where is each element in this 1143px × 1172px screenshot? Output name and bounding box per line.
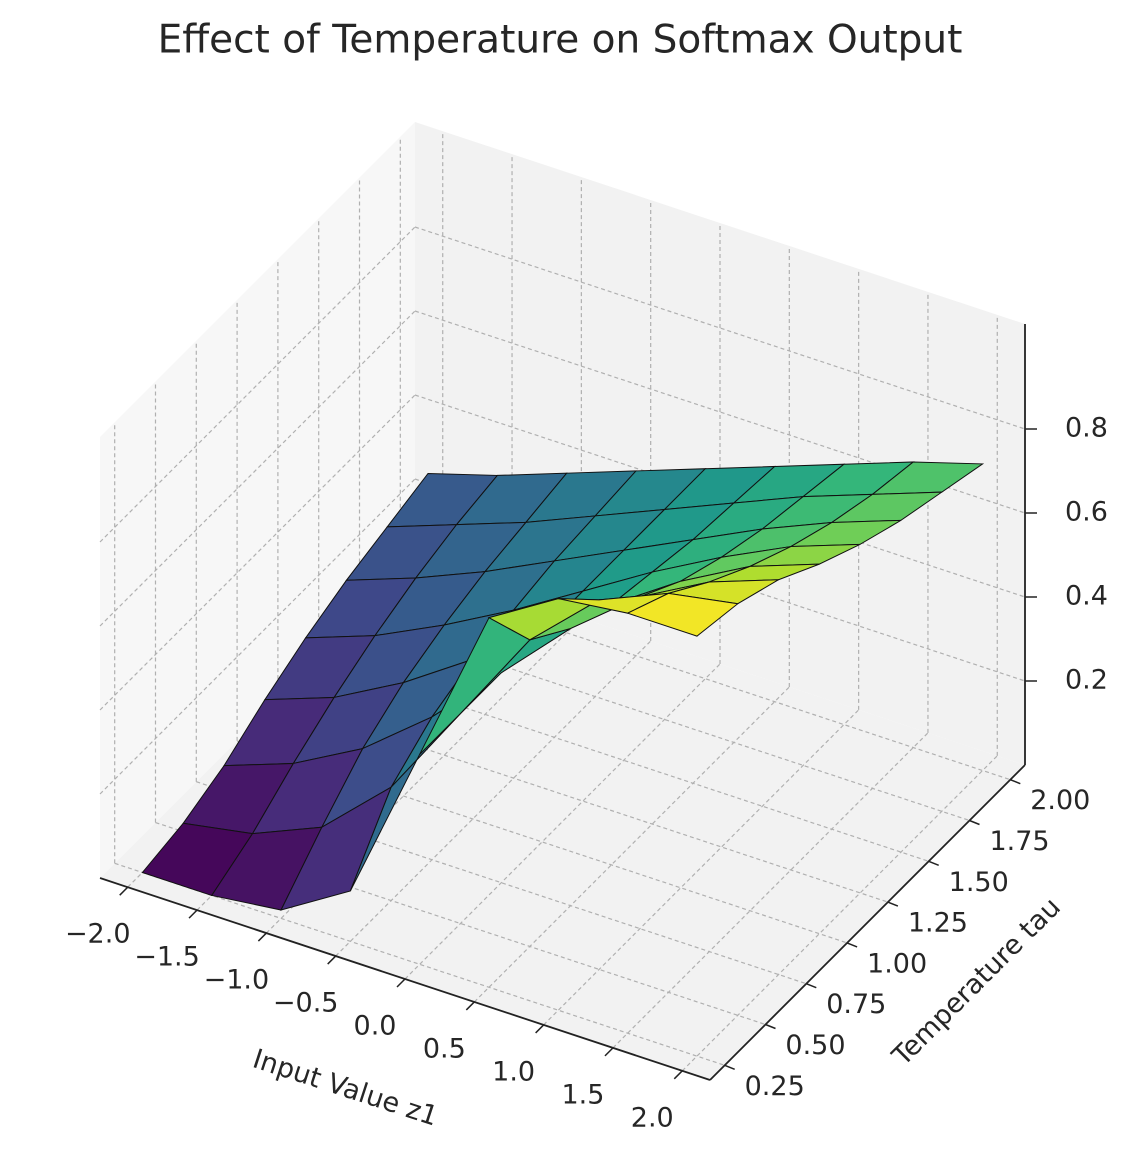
grid-line	[414, 226, 1026, 430]
grid-line	[265, 617, 582, 934]
grid-line	[99, 310, 416, 627]
x-tick-label: −1.5	[134, 942, 200, 973]
z-tick-label: 0.6	[1065, 497, 1108, 528]
x-tick-label: 0.0	[354, 1011, 397, 1042]
grid-line	[404, 663, 721, 980]
tick-mark	[465, 1001, 475, 1011]
y-tick-label: 0.50	[785, 1030, 845, 1061]
tick-mark	[846, 942, 858, 948]
chart-title: Effect of Temperature on Softmax Output	[158, 18, 963, 63]
grid-line	[99, 394, 416, 711]
tick-mark	[806, 983, 817, 989]
tick-mark	[969, 819, 980, 826]
x-tick-label: −1.0	[204, 965, 270, 996]
grid-line	[335, 640, 652, 957]
x-tick-label: 1.0	[492, 1056, 535, 1087]
z-tick-label: 0.8	[1065, 413, 1108, 444]
grid-line	[99, 226, 416, 543]
tick-mark	[535, 1024, 545, 1034]
z-tick-label: 0.2	[1065, 665, 1108, 696]
grid-line	[114, 862, 725, 1066]
tick-mark	[604, 1047, 614, 1057]
tick-mark	[673, 1070, 683, 1080]
tick-mark	[396, 978, 406, 988]
y-tick-label: 1.75	[989, 826, 1049, 857]
x-tick-label: −2.0	[65, 919, 131, 950]
tick-mark	[119, 886, 129, 896]
grid-line	[473, 686, 790, 1003]
y-tick-label: 1.25	[908, 908, 968, 939]
tick-mark	[188, 909, 198, 919]
tick-mark	[887, 901, 899, 907]
tick-mark	[327, 955, 337, 965]
y-tick-label: 0.75	[826, 989, 886, 1020]
axis-line	[709, 764, 1026, 1081]
x-tick-label: 0.5	[423, 1033, 466, 1064]
x-tick-label: 2.0	[631, 1102, 674, 1133]
y-tick-label: 1.50	[949, 867, 1009, 898]
grid-line	[99, 478, 416, 795]
tick-mark	[765, 1023, 776, 1030]
tick-mark	[928, 860, 939, 866]
x-tick-label: 1.5	[561, 1079, 604, 1110]
y-tick-label: 0.25	[745, 1071, 805, 1102]
z-tick-label: 0.4	[1065, 581, 1108, 612]
y-tick-label: 2.00	[1030, 785, 1090, 816]
x-axis-label: Input Value z1	[249, 1044, 442, 1133]
tick-mark	[257, 932, 267, 942]
left-pane	[100, 122, 415, 878]
tick-mark	[1010, 778, 1021, 785]
grid-line	[612, 732, 929, 1049]
surface-patch	[626, 592, 739, 637]
grid-line	[543, 709, 860, 1026]
y-tick-label: 1.00	[867, 948, 927, 979]
tick-mark	[724, 1064, 735, 1071]
axis-line	[99, 877, 711, 1081]
grid-line	[414, 394, 1026, 598]
x-tick-label: −0.5	[273, 988, 339, 1019]
grid-line	[681, 755, 998, 1072]
